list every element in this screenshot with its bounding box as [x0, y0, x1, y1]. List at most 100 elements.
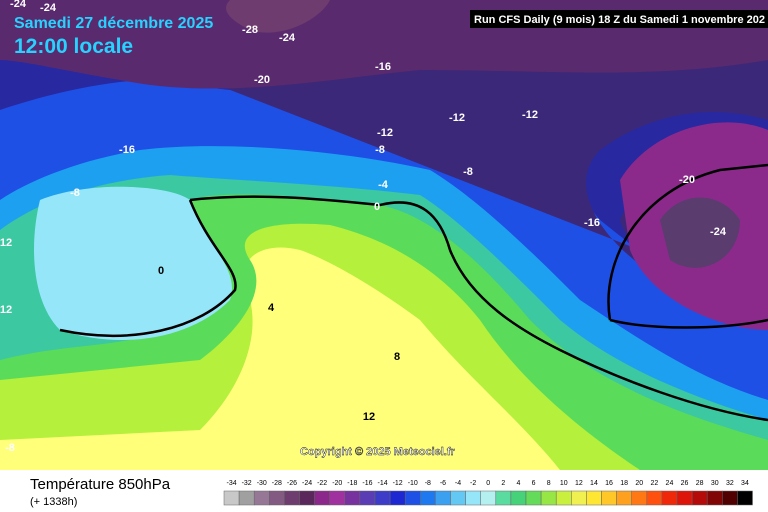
scale-swatch: [314, 490, 330, 506]
contour-label: -8: [463, 166, 473, 178]
scale-swatch: [601, 490, 617, 506]
scale-label: 8: [547, 480, 551, 487]
scale-label: 2: [501, 480, 505, 487]
scale-label: -26: [287, 480, 297, 487]
scale-label: -24: [302, 480, 312, 487]
footer-title: Température 850hPa: [30, 476, 171, 493]
copyright: Copyright © 2025 Meteociel.fr: [300, 446, 456, 458]
contour-label: -8: [70, 187, 80, 199]
scale-swatch: [510, 490, 527, 506]
scale-swatch: [269, 490, 285, 506]
scale-label: 6: [532, 480, 536, 487]
scale-swatch: [616, 490, 632, 506]
scale-label: -32: [242, 480, 252, 487]
scale-swatch: [646, 490, 663, 506]
scale-label: 34: [741, 480, 749, 487]
scale-swatch: [223, 490, 240, 506]
run-label: Run CFS Daily (9 mois) 18 Z du Samedi 1 …: [474, 14, 765, 26]
scale-label: -4: [455, 480, 461, 487]
scale-label: 22: [650, 480, 658, 487]
scale-label: -8: [425, 480, 431, 487]
scale-label: 24: [666, 480, 674, 487]
scale-label: -34: [226, 480, 236, 487]
scale-label: -30: [257, 480, 267, 487]
contour-label: 12: [0, 304, 12, 316]
scale-swatch: [676, 490, 693, 506]
scale-swatch: [540, 490, 557, 506]
contour-label: -24: [279, 32, 296, 44]
scale-swatch: [404, 490, 421, 506]
scale-label: 18: [620, 480, 628, 487]
contour-label: -16: [375, 61, 391, 73]
scale-label: 30: [711, 480, 719, 487]
contour-label: 8: [394, 351, 400, 363]
contour-label: -28: [242, 24, 258, 36]
scale-label: -22: [317, 480, 327, 487]
scale-swatch: [525, 490, 542, 506]
map-field: [0, 0, 768, 470]
scale-label: 16: [605, 480, 613, 487]
contour-label: -16: [584, 217, 600, 229]
contour-label: -20: [679, 174, 695, 186]
contour-label: -8: [5, 442, 15, 454]
contour-label: -20: [254, 74, 270, 86]
contour-label: -24: [10, 0, 27, 10]
scale-swatch: [555, 490, 572, 506]
contour-label: 12: [0, 237, 12, 249]
scale-swatch: [389, 490, 406, 506]
scale-swatch: [238, 490, 255, 506]
scale-label: -18: [347, 480, 357, 487]
scale-label: 0: [486, 480, 490, 487]
scale-label: 28: [696, 480, 704, 487]
contour-label: -4: [378, 179, 389, 191]
contour-label: -12: [377, 127, 393, 139]
scale-swatch: [359, 490, 376, 506]
scale-swatch: [284, 490, 300, 506]
scale-swatch: [465, 490, 481, 506]
contour-label: 4: [268, 302, 275, 314]
scale-swatch: [329, 490, 346, 506]
scale-swatch: [706, 490, 723, 506]
scale-swatch: [480, 490, 497, 506]
contour-label: -12: [522, 109, 538, 121]
scale-label: -16: [362, 480, 372, 487]
scale-label: 12: [575, 480, 583, 487]
scale-swatch: [374, 490, 391, 506]
color-scale: -34 -32 -30 -28 -26 -24 -22 -20 -18 -16 -14 -12 -10-…: [223, 480, 753, 506]
scale-swatch: [253, 490, 270, 506]
scale-label: -20: [332, 480, 342, 487]
scale-label: -28: [272, 480, 282, 487]
scale-label: -12: [393, 480, 403, 487]
scale-label: 10: [560, 480, 568, 487]
contour-label: 12: [363, 411, 375, 423]
contour-label: 0: [158, 265, 164, 277]
scale-swatch: [495, 490, 512, 506]
scale-label: 32: [726, 480, 734, 487]
time-label: 12:00 locale: [14, 35, 133, 58]
contour-label: 0: [374, 201, 380, 213]
scale-label: -6: [440, 480, 446, 487]
run-box: [470, 10, 768, 28]
scale-swatch: [691, 490, 708, 506]
footer-lead: (+ 1338h): [30, 496, 77, 508]
scale-label: -10: [408, 480, 418, 487]
date-label: Samedi 27 décembre 2025: [14, 15, 213, 32]
scale-swatch: [299, 490, 315, 506]
scale-label: 20: [635, 480, 643, 487]
contour-label: -12: [449, 112, 465, 124]
scale-swatch: [420, 490, 436, 506]
scale-swatch: [722, 490, 738, 506]
contour-label: -24: [40, 2, 57, 14]
scale-swatch: [571, 490, 587, 506]
scale-swatch: [661, 490, 678, 506]
scale-label: -14: [377, 480, 387, 487]
scale-swatch: [344, 490, 361, 506]
scale-swatch: [435, 490, 451, 506]
scale-label: 14: [590, 480, 598, 487]
contour-label: -16: [119, 144, 135, 156]
scale-label: -2: [470, 480, 476, 487]
scale-label: 4: [516, 480, 520, 487]
zero-contour: [59, 163, 768, 422]
scale-label: 26: [681, 480, 689, 487]
scale-swatch: [450, 490, 466, 506]
